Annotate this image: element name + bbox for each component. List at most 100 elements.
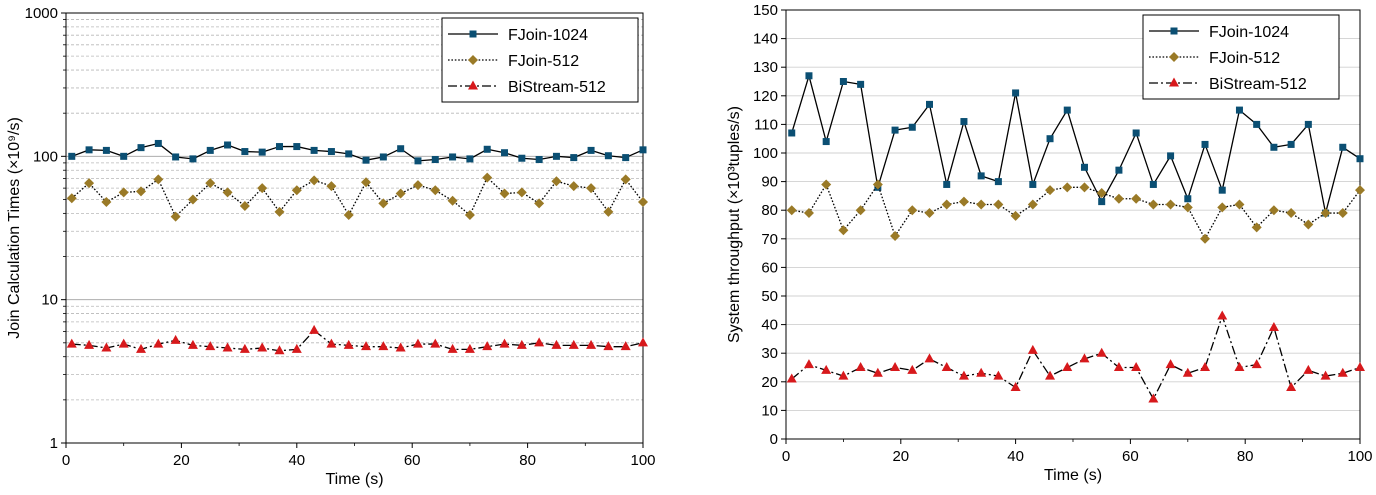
data-point-FJoin-512-25: [1200, 233, 1211, 244]
chart-2-x-axis: 0 20 40 60 80 100: [782, 439, 1373, 465]
data-point-BiStream-512-1: [66, 338, 77, 348]
data-point-FJoin-1024-17: [1063, 106, 1071, 114]
data-point-BiStream-512-19: [1096, 347, 1107, 357]
data-point-FJoin-512-6: [153, 174, 164, 185]
data-point-FJoin-512-30: [568, 181, 579, 192]
data-point-FJoin-1024-26: [501, 149, 509, 157]
data-point-FJoin-512-25: [482, 172, 493, 183]
data-point-BiStream-512-4: [118, 338, 129, 348]
data-point-FJoin-1024-2: [85, 146, 93, 154]
data-point-FJoin-1024-4: [120, 152, 128, 160]
x-tick-label: 60: [1122, 448, 1139, 465]
y-tick-label: 1000: [25, 5, 58, 22]
series-FJoin-512: [786, 179, 1365, 244]
chart-1-x-axis-title: Time (s): [325, 471, 383, 488]
data-point-FJoin-512-20: [395, 188, 406, 199]
data-point-FJoin-512-34: [1355, 185, 1365, 196]
data-point-BiStream-512-2: [84, 339, 95, 349]
data-point-FJoin-1024-6: [154, 139, 162, 147]
data-point-FJoin-512-20: [1113, 193, 1124, 204]
data-point-BiStream-512-24: [464, 343, 475, 353]
data-point-FJoin-1024-24: [466, 155, 474, 163]
data-point-BiStream-512-29: [551, 339, 562, 349]
data-point-FJoin-1024-20: [397, 145, 405, 153]
data-point-FJoin-512-4: [838, 225, 849, 236]
series-FJoin-512: [66, 172, 648, 222]
data-point-BiStream-512-13: [993, 370, 1004, 380]
data-point-BiStream-512-26: [499, 338, 510, 348]
data-point-FJoin-512-15: [1027, 199, 1038, 210]
data-point-FJoin-512-17: [343, 209, 354, 220]
data-point-BiStream-512-7: [170, 334, 181, 344]
data-point-BiStream-512-29: [1268, 321, 1279, 331]
data-point-FJoin-1024-3: [822, 138, 830, 146]
x-tick-label: 20: [173, 452, 190, 469]
data-point-FJoin-1024-16: [327, 148, 335, 156]
legend-marker-FJoin-1024: [1170, 27, 1178, 35]
data-point-BiStream-512-4: [838, 370, 849, 380]
data-point-FJoin-1024-11: [241, 148, 249, 156]
data-point-BiStream-512-31: [1303, 364, 1314, 374]
series-line-BiStream-512: [71, 329, 644, 352]
data-point-FJoin-1024-31: [587, 146, 595, 154]
series-line-FJoin-1024: [71, 142, 644, 162]
data-point-FJoin-1024-31: [1304, 120, 1312, 128]
data-point-FJoin-1024-8: [908, 123, 916, 131]
data-point-BiStream-512-10: [222, 342, 233, 352]
chart-1: 1 10 100 1000 0 20 40 60 80 100 Time (s) Join Calcu…: [6, 5, 656, 488]
data-point-FJoin-512-26: [1217, 202, 1228, 213]
data-point-FJoin-1024-28: [535, 156, 543, 164]
data-point-FJoin-1024-2: [805, 72, 813, 80]
data-point-FJoin-1024-32: [604, 152, 612, 160]
data-point-FJoin-512-24: [464, 209, 475, 220]
data-point-FJoin-1024-12: [258, 148, 266, 156]
data-point-FJoin-512-2: [84, 178, 95, 189]
x-tick-label: 0: [62, 452, 70, 469]
data-point-FJoin-1024-21: [414, 157, 422, 165]
y-tick-label: 110: [754, 116, 778, 133]
data-point-FJoin-1024-33: [622, 154, 630, 162]
data-point-BiStream-512-21: [412, 338, 423, 348]
data-point-BiStream-512-32: [603, 341, 614, 351]
y-tick-label: 100: [33, 148, 58, 165]
data-point-FJoin-512-14: [1010, 210, 1021, 221]
data-point-BiStream-512-22: [430, 338, 441, 348]
data-point-BiStream-512-9: [924, 353, 935, 363]
data-point-FJoin-1024-26: [1218, 186, 1226, 194]
data-point-BiStream-512-17: [1062, 362, 1073, 371]
data-point-BiStream-512-27: [516, 339, 527, 349]
legend-label-FJoin-512: FJoin-512: [508, 53, 579, 70]
data-point-BiStream-512-23: [1165, 359, 1176, 369]
data-point-FJoin-1024-18: [362, 156, 370, 164]
y-tick-label: 50: [761, 288, 778, 305]
data-point-FJoin-512-2: [803, 208, 814, 219]
data-point-FJoin-1024-4: [839, 78, 847, 85]
data-point-FJoin-1024-1: [788, 129, 796, 137]
data-point-BiStream-512-34: [1355, 362, 1365, 371]
legend-marker-BiStream-512: [468, 80, 478, 90]
data-point-FJoin-512-11: [239, 201, 250, 212]
data-point-FJoin-512-3: [821, 179, 832, 190]
y-tick-label: 140: [753, 31, 778, 48]
data-point-FJoin-512-12: [976, 199, 987, 210]
data-point-BiStream-512-8: [907, 364, 918, 374]
data-point-FJoin-512-12: [257, 183, 268, 194]
data-point-BiStream-512-21: [1131, 362, 1142, 371]
data-point-FJoin-1024-19: [1098, 198, 1106, 206]
data-point-FJoin-512-11: [958, 196, 969, 207]
data-point-BiStream-512-5: [136, 343, 147, 353]
legend-label-BiStream-512: BiStream-512: [508, 79, 606, 96]
data-point-FJoin-512-31: [586, 183, 597, 194]
legend-label-FJoin-1024: FJoin-1024: [1209, 24, 1289, 41]
data-point-FJoin-1024-28: [1253, 120, 1261, 128]
legend-marker-BiStream-512: [1169, 77, 1179, 87]
x-tick-label: 80: [1237, 448, 1254, 465]
data-point-BiStream-512-33: [1337, 367, 1348, 377]
data-point-FJoin-1024-14: [293, 143, 301, 151]
data-point-FJoin-512-8: [187, 194, 198, 205]
series-FJoin-1024: [788, 72, 1364, 217]
data-point-BiStream-512-5: [855, 362, 866, 371]
series-line-FJoin-512: [791, 183, 1361, 240]
x-tick-label: 80: [519, 452, 536, 469]
